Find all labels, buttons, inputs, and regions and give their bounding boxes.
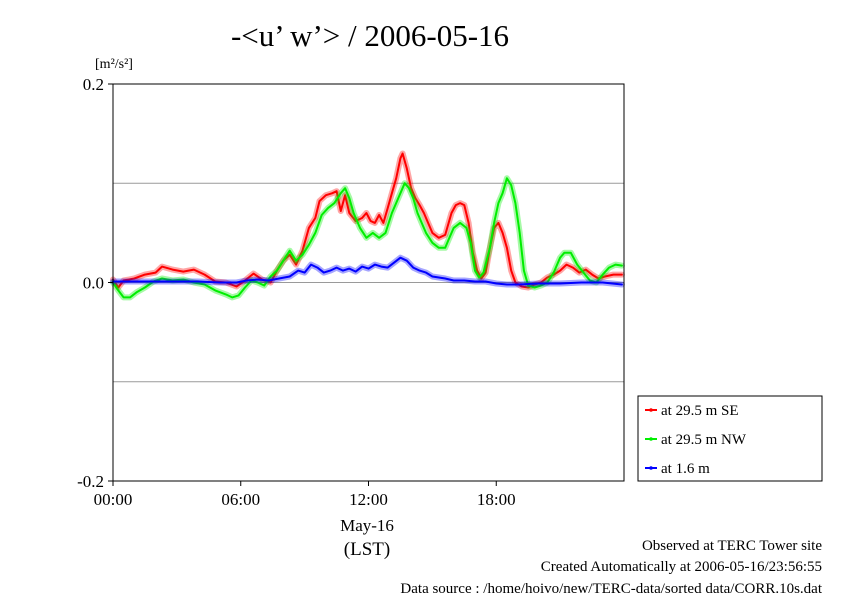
x-tick-label-1: 06:00: [221, 490, 260, 509]
y-tick-label-2: -0.2: [77, 472, 104, 491]
legend-marker-2: [649, 466, 653, 470]
chart-title: -<u’ w’> / 2006-05-16: [231, 18, 509, 53]
x-axis-unit-label: (LST): [344, 539, 390, 560]
y-tick-label-1: 0.0: [83, 274, 104, 293]
y-tick-label-0: 0.2: [83, 75, 104, 94]
x-tick-label-2: 12:00: [349, 490, 388, 509]
footer-site: Observed at TERC Tower site: [642, 538, 822, 554]
legend-label-0: at 29.5 m SE: [661, 403, 739, 419]
series-group: [110, 150, 625, 301]
legend: at 29.5 m SE at 29.5 m NW at 1.6 m: [637, 395, 823, 482]
footer-created: Created Automatically at 2006-05-16/23:5…: [541, 559, 822, 575]
x-tick-label-3: 18:00: [477, 490, 516, 509]
x-axis: 00:00 06:00 12:00 18:00: [94, 481, 516, 509]
legend-label-2: at 1.6 m: [661, 461, 710, 477]
series-line-2: [112, 256, 623, 286]
y-axis: 0.2 0.0 -0.2: [77, 75, 113, 491]
legend-label-1: at 29.5 m NW: [661, 432, 747, 448]
x-tick-label-0: 00:00: [94, 490, 133, 509]
legend-marker-0: [649, 408, 653, 412]
y-axis-unit: [m²/s²]: [95, 57, 133, 72]
series-line-1: [112, 177, 623, 299]
legend-marker-1: [649, 437, 653, 441]
footer-source: Data source : /home/hoivo/new/TERC-data/…: [400, 581, 822, 595]
x-axis-date-label: May-16: [340, 516, 394, 535]
legend-box: [637, 395, 823, 482]
